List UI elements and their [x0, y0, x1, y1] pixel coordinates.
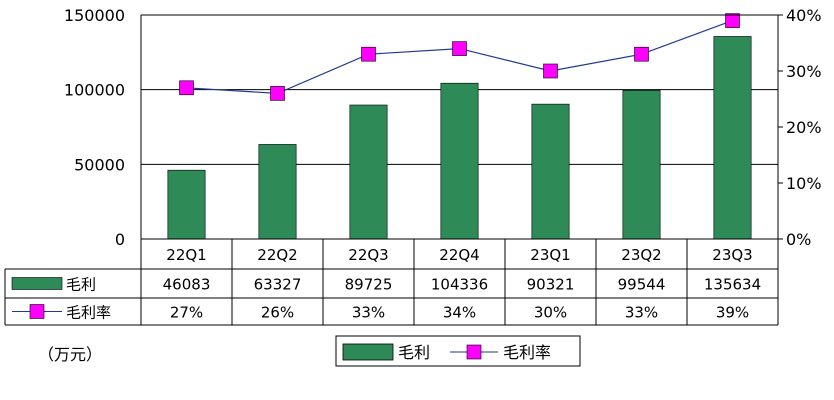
line-marker: [179, 80, 194, 96]
x-tick-label: 22Q3: [348, 246, 388, 264]
legend-bar-swatch: [342, 343, 394, 361]
data-label: 30%: [534, 304, 567, 322]
data-label: 27%: [170, 304, 203, 322]
data-label: 63327: [254, 276, 302, 294]
unit-label: （万元）: [38, 345, 102, 364]
bar: [622, 90, 661, 240]
data-label: 89725: [345, 276, 393, 294]
bar: [713, 36, 752, 240]
line-marker: [543, 63, 558, 79]
data-label: 39%: [716, 304, 749, 322]
y-left-tick-label: 50000: [74, 155, 125, 174]
legend-line-marker: [466, 344, 482, 360]
table-bar-swatch: [11, 277, 63, 290]
legend-frame: [335, 335, 581, 367]
line-series: [179, 13, 740, 101]
x-tick-label: 22Q2: [257, 246, 297, 264]
legend-line-label: 毛利率: [503, 343, 551, 362]
y-right-tick-label: 20%: [786, 118, 822, 137]
data-label: 33%: [625, 304, 658, 322]
x-tick-label: 22Q1: [166, 246, 206, 264]
legend: 毛利 毛利率: [335, 335, 581, 367]
x-tick-label: 23Q3: [712, 246, 752, 264]
y-right-tick-label: 30%: [786, 62, 822, 81]
bar: [258, 144, 297, 240]
bar-series: [167, 36, 752, 240]
line-path: [186, 20, 733, 95]
x-tick-label: 22Q4: [439, 246, 479, 264]
data-label: 135634: [704, 276, 761, 294]
data-label: 26%: [261, 304, 294, 322]
data-label: 99544: [618, 276, 666, 294]
legend-bar-label: 毛利: [398, 343, 430, 362]
x-tick-label: 23Q1: [530, 246, 570, 264]
bar: [167, 169, 206, 240]
table-bar-series-name: 毛利: [66, 276, 96, 294]
bar: [531, 103, 570, 240]
data-label: 34%: [443, 304, 476, 322]
data-label: 104336: [431, 276, 488, 294]
line-marker: [634, 46, 649, 62]
table-line-marker: [29, 304, 45, 319]
table-line-series-name: 毛利率: [66, 304, 111, 322]
line-marker: [452, 41, 467, 56]
y-right-tick-label: 40%: [786, 6, 822, 25]
y-right-tick-label: 10%: [786, 174, 822, 193]
axes: 0 50000 100000 150000 0% 10% 20% 30% 40%: [64, 6, 822, 249]
y-left-tick-label: 150000: [64, 6, 125, 25]
data-table: 22Q1 22Q2 22Q3 22Q4 23Q1 23Q2 23Q3 毛利 46083 63327…: [4, 238, 779, 326]
line-marker: [725, 13, 740, 28]
x-tick-label: 23Q2: [621, 246, 661, 264]
y-left-tick-label: 0: [115, 230, 125, 249]
line-marker: [361, 46, 376, 62]
bar: [440, 82, 479, 240]
bar: [349, 104, 388, 240]
y-left-tick-label: 100000: [64, 81, 125, 100]
data-label: 46083: [163, 276, 211, 294]
y-right-tick-label: 0%: [786, 230, 811, 249]
data-label: 33%: [352, 304, 385, 322]
line-marker: [270, 86, 285, 101]
data-label: 90321: [527, 276, 575, 294]
